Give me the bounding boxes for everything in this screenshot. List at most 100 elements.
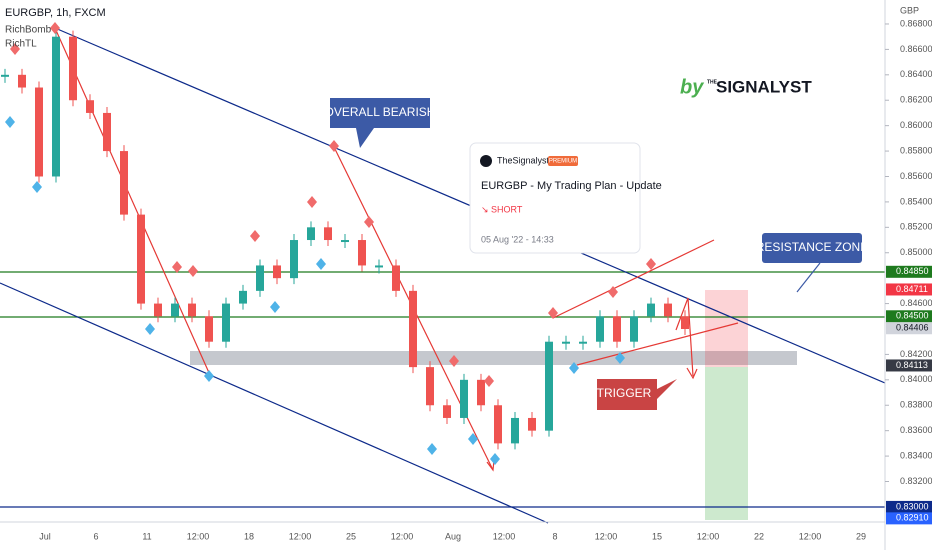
reward-box bbox=[705, 367, 748, 520]
y-tick-label: 0.85200 bbox=[900, 222, 932, 232]
price-tag-label: 0.82910 bbox=[896, 513, 929, 523]
candle bbox=[18, 74, 26, 88]
x-tick-label: 18 bbox=[244, 531, 254, 541]
candle bbox=[443, 405, 451, 418]
price-tag bbox=[886, 265, 932, 278]
date: 05 Aug '22 - 14:33 bbox=[481, 234, 554, 244]
y-tick-label: 0.83600 bbox=[900, 425, 932, 435]
y-tick-label: 0.84600 bbox=[900, 298, 932, 308]
price-tag-label: 0.84850 bbox=[896, 266, 929, 276]
trigger-callout bbox=[597, 379, 677, 410]
resistance-text: RESISTANCE ZONE bbox=[756, 240, 868, 254]
candle bbox=[511, 417, 519, 444]
price-tag-label: 0.83000 bbox=[896, 501, 929, 511]
candle bbox=[630, 316, 638, 342]
candle bbox=[120, 151, 128, 215]
x-tick-label: Aug bbox=[445, 531, 461, 541]
indicator: RichTL bbox=[5, 39, 37, 50]
candle bbox=[239, 290, 247, 304]
y-tick-label: 0.83200 bbox=[900, 476, 932, 486]
candle bbox=[307, 227, 315, 241]
candle bbox=[477, 379, 485, 406]
resistance-callout bbox=[762, 233, 862, 263]
price-tag-label: 0.84406 bbox=[896, 323, 929, 333]
y-tick-label: 0.86400 bbox=[900, 69, 932, 79]
candle bbox=[460, 379, 468, 418]
idea-title: EURGBP - My Trading Plan - Update bbox=[481, 180, 662, 192]
symbol: EURGBP, 1h, FXCM bbox=[5, 7, 106, 19]
drawings bbox=[0, 27, 886, 524]
candle bbox=[358, 240, 366, 266]
candle bbox=[664, 303, 672, 317]
channel-bottom bbox=[0, 282, 549, 524]
y-tick-label: 0.86800 bbox=[900, 18, 932, 28]
y-tick-label: 0.86200 bbox=[900, 95, 932, 105]
x-tick-label: 12:00 bbox=[799, 531, 822, 541]
candles bbox=[1, 30, 689, 450]
candle bbox=[205, 316, 213, 342]
candle bbox=[324, 227, 332, 241]
candle bbox=[256, 265, 264, 291]
x-tick-label: 12:00 bbox=[595, 531, 618, 541]
candle bbox=[596, 316, 604, 342]
candle bbox=[392, 265, 400, 291]
candle bbox=[681, 316, 689, 329]
candle bbox=[341, 240, 349, 243]
candle bbox=[647, 303, 655, 317]
candle bbox=[562, 341, 570, 344]
y-tick-label: 0.86000 bbox=[900, 120, 932, 130]
candle bbox=[86, 100, 94, 113]
brand-by: by bbox=[680, 76, 704, 98]
x-tick-label: 11 bbox=[142, 531, 151, 541]
bearish-text: OVERALL BEARISH bbox=[325, 105, 436, 119]
candle bbox=[103, 112, 111, 152]
callouts: OVERALL BEARISH RESISTANCE ZONE TRIGGER bbox=[325, 98, 868, 410]
candle bbox=[52, 36, 60, 177]
y-tick-label: 0.84000 bbox=[900, 374, 932, 384]
candle bbox=[579, 341, 587, 344]
x-tick-label: 12:00 bbox=[697, 531, 720, 541]
candle bbox=[35, 87, 43, 177]
x-tick-label: 29 bbox=[856, 531, 866, 541]
brand-prefix: THE bbox=[707, 79, 718, 85]
candle bbox=[375, 265, 383, 268]
price-tag bbox=[886, 512, 932, 525]
callout-pointer bbox=[796, 262, 821, 293]
y-tick-label: 0.83800 bbox=[900, 400, 932, 410]
candle bbox=[528, 417, 536, 431]
candle bbox=[273, 265, 281, 279]
support-zone bbox=[190, 351, 797, 365]
x-tick-label: 25 bbox=[346, 531, 356, 541]
x-tick-label: 12:00 bbox=[289, 531, 312, 541]
brand: by THE SIGNALYST bbox=[680, 76, 812, 98]
y-tick-label: 0.83400 bbox=[900, 450, 932, 460]
badge-bg bbox=[548, 156, 578, 166]
price-tag-label: 0.84711 bbox=[896, 284, 928, 294]
candle bbox=[188, 303, 196, 317]
badge: PREMIUM bbox=[549, 159, 577, 165]
price-tag bbox=[886, 322, 932, 335]
price-tag bbox=[886, 283, 932, 296]
x-tick-label: 12:00 bbox=[391, 531, 414, 541]
x-tick-label: 12:00 bbox=[187, 531, 210, 541]
x-tick-label: 6 bbox=[93, 531, 98, 541]
candle bbox=[154, 303, 162, 317]
trigger-text: TRIGGER bbox=[597, 386, 652, 400]
x-tick-label: Jul bbox=[39, 531, 51, 541]
y-tick-label: 0.84200 bbox=[900, 349, 932, 359]
y-tick-label: 0.86600 bbox=[900, 44, 932, 54]
x-tick-label: 12:00 bbox=[493, 531, 516, 541]
candle bbox=[613, 316, 621, 342]
popup-card[interactable] bbox=[469, 142, 641, 254]
y-tick-label: 0.85000 bbox=[900, 247, 932, 257]
x-tick-label: 22 bbox=[754, 531, 764, 541]
idea-popup[interactable]: TheSignalyst PREMIUM EURGBP - My Trading… bbox=[469, 142, 662, 254]
price-tag bbox=[886, 500, 932, 513]
price-tag-label: 0.84113 bbox=[896, 360, 928, 370]
candle bbox=[290, 240, 298, 279]
price-tag bbox=[886, 310, 932, 323]
candle bbox=[494, 405, 502, 444]
candle bbox=[409, 290, 417, 368]
price-tag-label: 0.84500 bbox=[896, 311, 929, 321]
